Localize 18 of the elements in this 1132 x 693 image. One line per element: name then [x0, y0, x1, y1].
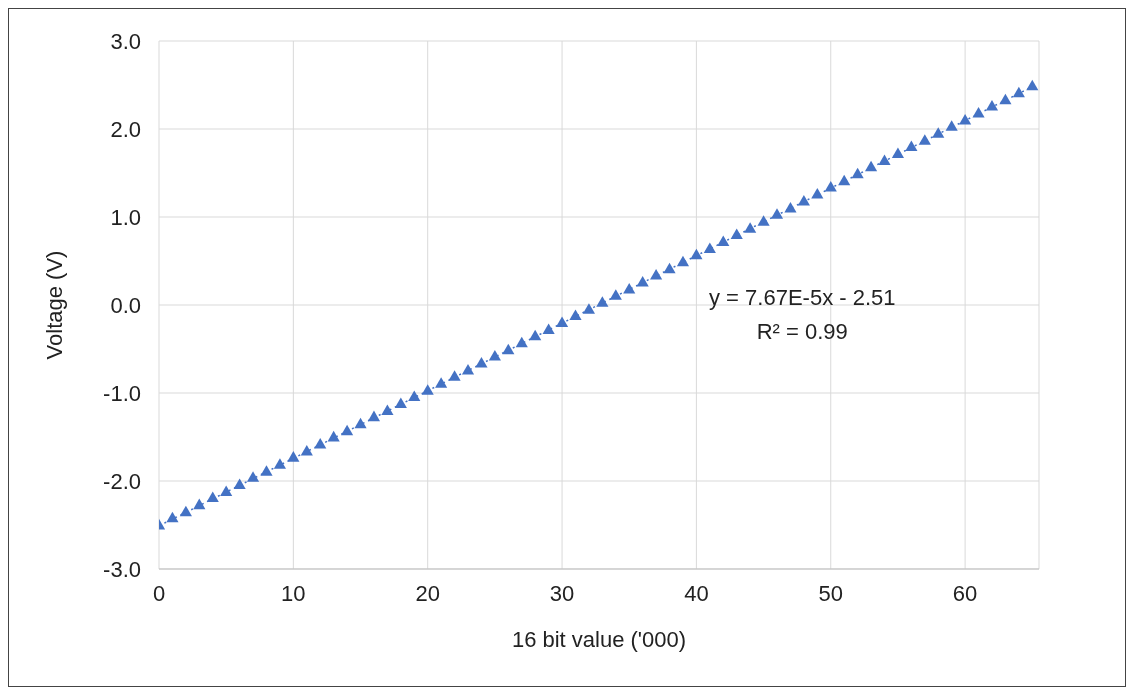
x-axis-title: 16 bit value ('000) [511, 627, 687, 652]
y-tick-label: 1.0 [110, 204, 141, 230]
y-tick-label: 2.0 [110, 116, 141, 142]
y-tick-label: 0.0 [110, 292, 141, 318]
annotation: y = 7.67E-5x - 2.51 [709, 285, 896, 310]
y-tick-label: -3.0 [103, 556, 141, 582]
x-tick-label: 10 [281, 580, 306, 606]
y-tick-label: -1.0 [103, 380, 141, 406]
y-axis-title: Voltage (V) [41, 250, 67, 360]
x-tick-label: 30 [549, 580, 575, 606]
annotation: R² = 0.99 [756, 319, 848, 344]
x-tick-label: 0 [152, 580, 166, 606]
x-tick-label: 50 [818, 580, 843, 606]
y-tick-label: -2.0 [103, 468, 141, 494]
x-tick-label: 20 [415, 580, 440, 606]
y-tick-label: 3.0 [110, 28, 141, 54]
x-tick-label: 60 [952, 580, 978, 606]
x-tick-label: 40 [684, 580, 709, 606]
